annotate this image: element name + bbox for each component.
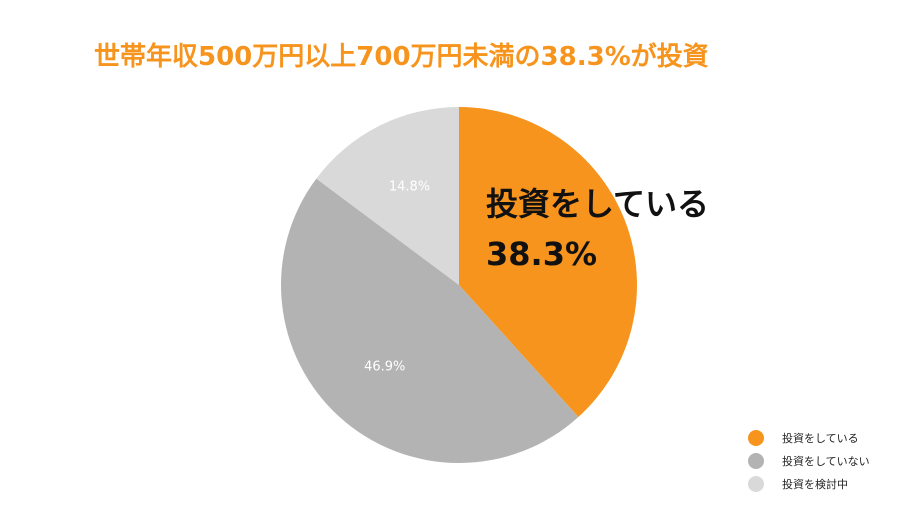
- pie-slice-investing: [459, 107, 638, 418]
- chart-title: 世帯年収500万円以上700万円未満の38.3%が投資: [94, 42, 709, 72]
- callout-value: 38.3%: [486, 235, 598, 273]
- legend-swatch-icon: [748, 452, 764, 469]
- legend-label: 投資を検討中: [782, 477, 848, 491]
- legend-swatch-icon: [748, 429, 764, 446]
- pie-slice-labels: 46.9% 14.8%: [364, 179, 430, 374]
- legend: 投資をしている 投資をしていない 投資を検討中: [748, 426, 908, 495]
- legend-label: 投資をしていない: [782, 454, 870, 468]
- pie-slices: [281, 107, 638, 464]
- legend-item-considering: 投資を検討中: [748, 472, 908, 495]
- legend-label: 投資をしている: [782, 431, 859, 445]
- highlight-callout: 投資をしている 38.3%: [486, 188, 709, 270]
- legend-swatch-icon: [748, 475, 764, 492]
- pie-slice-value-label: 14.8%: [389, 179, 430, 194]
- pie-slice-considering: [316, 107, 459, 285]
- callout-label: 投資をしている: [486, 185, 710, 223]
- pie-slice-not-investing: [281, 178, 579, 464]
- legend-item-not-investing: 投資をしていない: [748, 449, 908, 472]
- legend-item-investing: 投資をしている: [748, 426, 908, 449]
- pie-slice-value-label: 46.9%: [364, 360, 405, 375]
